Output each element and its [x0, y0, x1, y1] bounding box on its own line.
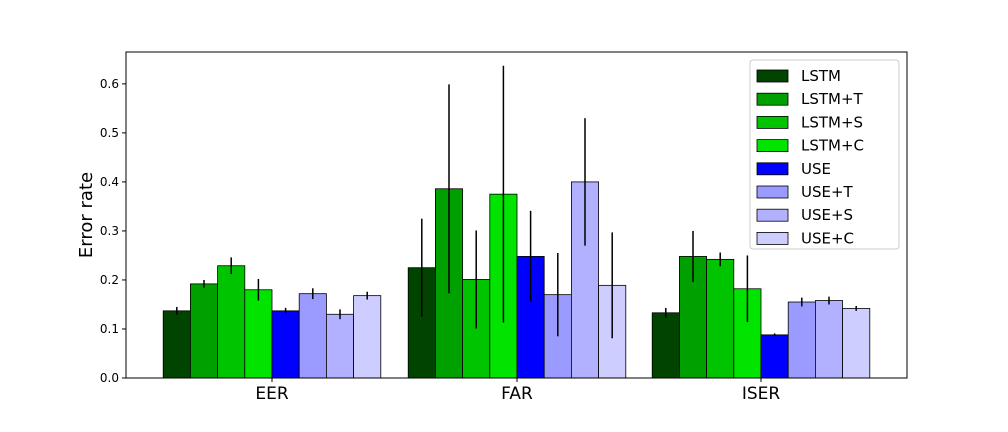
bar-iser-lstm-s: [706, 258, 735, 379]
bar-eer-lstm-c: [244, 289, 273, 379]
y-axis-title: Error rate: [76, 172, 97, 258]
error-bars: [176, 65, 857, 339]
y-tick-label: 0.3: [100, 224, 119, 238]
legend-swatch: [756, 92, 789, 106]
legend: LSTM LSTM+T LSTM+S LSTM+C USE USE+T USE+S USE+C: [749, 59, 900, 250]
bar-iser-lstm: [651, 312, 680, 379]
bar-eer-lstm: [162, 310, 191, 379]
legend-label: LSTM: [801, 67, 841, 85]
legend-swatch: [756, 69, 789, 83]
y-tick-label: 0.5: [100, 126, 119, 140]
legend-label: USE+T: [801, 183, 854, 201]
bar-iser-use-t: [787, 301, 816, 379]
legend-label: LSTM+C: [801, 137, 864, 155]
legend-swatch: [756, 231, 789, 245]
legend-swatch: [756, 185, 789, 199]
bar-eer-use-t: [298, 293, 327, 379]
y-tick-label: 0.2: [100, 273, 119, 287]
x-tick-label-far: FAR: [501, 384, 533, 404]
legend-label: USE+S: [801, 206, 853, 224]
bar-eer-use-c: [353, 295, 382, 379]
bar-eer-lstm-s: [217, 265, 246, 379]
legend-swatch: [756, 116, 789, 129]
legend-swatch: [756, 139, 789, 153]
legend-label: LSTM+S: [801, 113, 863, 131]
y-tick-label: 0.4: [100, 175, 119, 189]
bar-iser-use-s: [815, 300, 844, 379]
bar-iser-use-c: [842, 307, 871, 379]
legend-label: USE: [801, 160, 831, 178]
legend-label: USE+C: [801, 229, 854, 247]
x-axis: EER FAR ISER: [255, 378, 780, 404]
legend-label: LSTM+T: [801, 90, 864, 108]
legend-swatch: [756, 208, 789, 222]
bar-eer-use-s: [325, 313, 354, 379]
y-tick-label: 0.0: [100, 371, 119, 385]
legend-box: [749, 59, 900, 250]
bar-iser-use: [760, 334, 789, 379]
y-tick-label: 0.6: [100, 77, 119, 91]
bar-eer-lstm-t: [189, 283, 218, 379]
legend-swatch: [756, 162, 789, 176]
y-axis: 0.0 0.1 0.2 0.3 0.4 0.5 0.6: [100, 77, 126, 385]
x-tick-label-eer: EER: [255, 384, 288, 404]
x-tick-label-iser: ISER: [742, 384, 781, 404]
bar-eer-use: [271, 310, 300, 379]
y-tick-label: 0.1: [100, 322, 119, 336]
